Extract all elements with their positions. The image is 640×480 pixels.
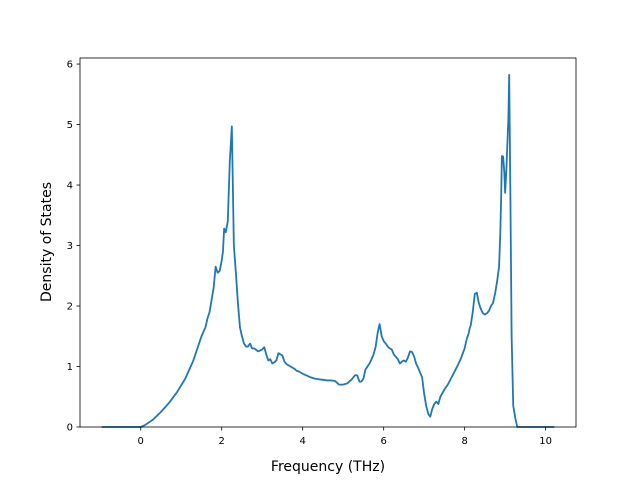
x-tick-label: 6 [380,436,386,447]
x-axis: 0 2 4 6 8 10 [138,427,552,447]
x-tick-label: 2 [219,436,225,447]
x-tick-label: 10 [539,436,552,447]
y-tick-label: 3 [67,241,73,252]
y-tick-label: 0 [67,423,73,434]
y-tick-label: 6 [67,60,73,71]
axes-background [80,58,576,427]
plot-area [79,57,577,428]
x-axis-label: Frequency (THz) [271,459,385,475]
x-tick-label: 8 [461,436,467,447]
y-tick-label: 1 [67,362,73,373]
y-axis: 0 1 2 3 4 5 6 [67,60,80,434]
x-tick-label: 4 [300,436,306,447]
y-tick-label: 2 [67,302,73,313]
x-tick-label: 0 [138,436,144,447]
y-tick-label: 4 [67,181,73,192]
dos-series-line [101,74,555,428]
axes-frame [79,57,577,428]
y-axis-label: Density of States [39,182,55,302]
y-tick-label: 5 [67,120,73,131]
